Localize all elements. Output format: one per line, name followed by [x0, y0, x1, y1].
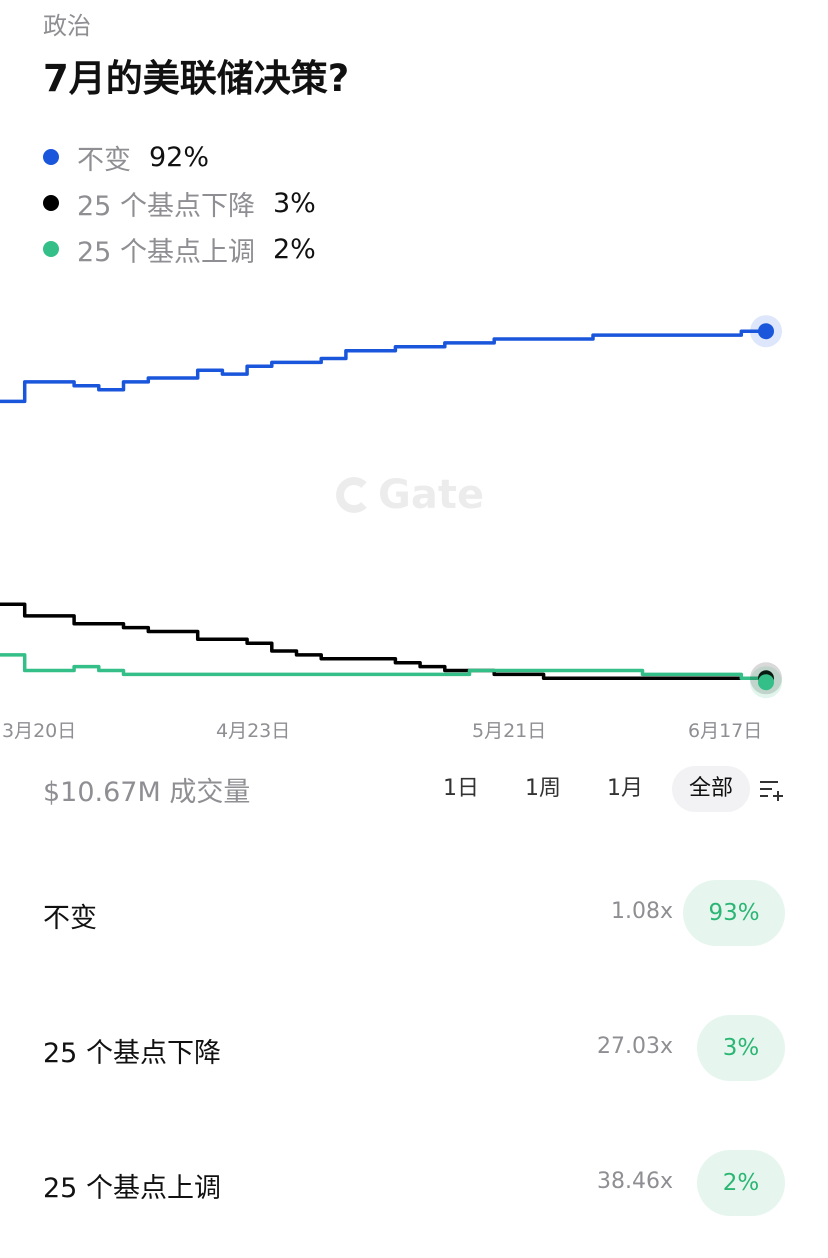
range-1m-button[interactable]: 1月 — [606, 776, 643, 801]
outcome-name: 25 个基点下降 — [43, 1038, 221, 1069]
legend-dot-icon — [43, 195, 59, 211]
x-tick-label: 3月20日 — [2, 720, 77, 742]
outcome-name: 25 个基点上调 — [43, 1173, 221, 1204]
outcome-percent-button[interactable]: 2% — [697, 1150, 785, 1216]
legend-item-unchanged: 不变 92% — [43, 134, 316, 180]
legend-value: 2% — [272, 233, 316, 265]
outcome-multiplier: 1.08x — [610, 899, 673, 924]
range-1w-button[interactable]: 1周 — [524, 776, 561, 801]
legend-label: 不变 — [77, 144, 131, 176]
watermark-text: Gate — [378, 472, 485, 518]
outcome-multiplier: 27.03x — [596, 1034, 673, 1059]
legend-value: 3% — [272, 187, 316, 219]
page-title: 7月的美联储决策? — [43, 57, 350, 100]
legend-item-hike: 25 个基点上调 2% — [43, 226, 316, 272]
outcome-multiplier: 38.46x — [596, 1169, 673, 1194]
outcome-percent-button[interactable]: 93% — [683, 880, 785, 946]
series-endpoint-2 — [758, 674, 774, 691]
x-tick-label: 4月23日 — [216, 720, 291, 742]
x-tick-label: 5月21日 — [472, 720, 547, 742]
legend-label: 25 个基点下降 — [77, 190, 255, 222]
legend-dot-icon — [43, 241, 59, 257]
series-line-0 — [0, 329, 766, 404]
gate-logo-watermark: Gate — [336, 472, 484, 518]
legend-value: 92% — [149, 141, 210, 173]
volume-label: $10.67M 成交量 — [43, 777, 251, 808]
series-line-2 — [0, 653, 768, 683]
category-label: 政治 — [43, 12, 91, 40]
range-all-button[interactable]: 全部 — [671, 766, 750, 812]
legend: 不变 92% 25 个基点下降 3% 25 个基点上调 2% — [43, 134, 316, 272]
x-axis: 3月20日 4月23日 5月21日 6月17日 — [0, 716, 828, 744]
outcome-row-cut[interactable]: 25 个基点下降 27.03x 3% — [0, 1015, 828, 1081]
x-tick-label: 6月17日 — [688, 720, 763, 742]
outcome-row-unchanged[interactable]: 不变 1.08x 93% — [0, 880, 828, 946]
gate-logo-icon — [336, 477, 372, 513]
filter-add-icon[interactable] — [758, 776, 784, 802]
time-range-selector: 1日 1周 1月 全部 — [414, 766, 784, 812]
legend-label: 25 个基点上调 — [77, 236, 255, 268]
probability-chart[interactable] — [0, 290, 828, 700]
legend-item-cut: 25 个基点下降 3% — [43, 180, 316, 226]
range-1d-button[interactable]: 1日 — [442, 776, 479, 801]
legend-dot-icon — [43, 149, 59, 165]
series-endpoint-0 — [758, 323, 774, 340]
outcome-name: 不变 — [43, 903, 97, 934]
outcome-percent-button[interactable]: 3% — [697, 1015, 785, 1081]
outcome-row-hike[interactable]: 25 个基点上调 38.46x 2% — [0, 1150, 828, 1216]
series-line-1 — [0, 602, 766, 681]
